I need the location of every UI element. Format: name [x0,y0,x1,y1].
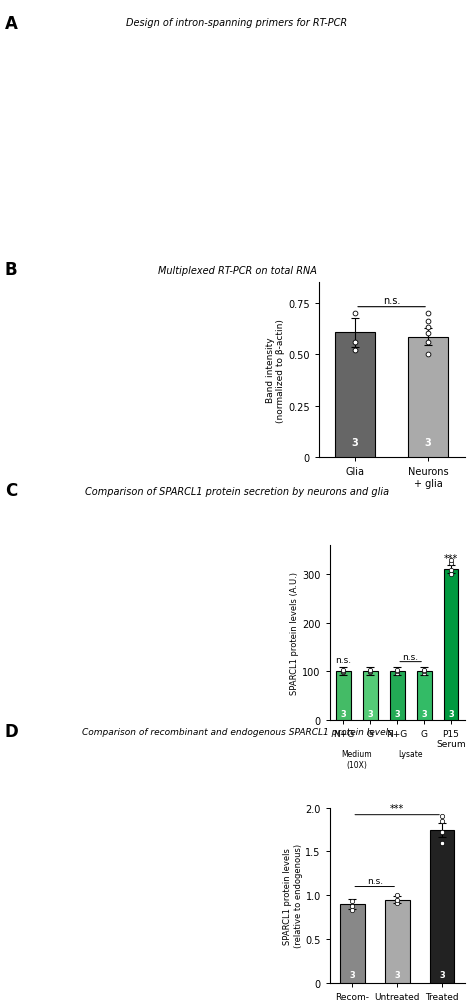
Point [351,306,359,322]
Point [438,813,446,829]
Text: D: D [5,722,18,740]
Point [438,824,446,841]
Text: n.s.: n.s. [367,876,383,885]
Text: n.s.: n.s. [383,295,400,305]
Text: ***: *** [390,803,404,813]
Text: 3: 3 [421,709,427,718]
Point [366,665,374,681]
Bar [340,904,365,983]
Point [393,664,401,680]
Point [351,343,359,359]
Text: 3: 3 [448,709,454,718]
Bar [408,337,448,457]
Point [339,665,347,681]
Text: 3: 3 [394,709,400,718]
Text: 3: 3 [439,971,445,980]
Point [438,808,446,824]
Y-axis label: SPARCL1 protein levels (A.U.): SPARCL1 protein levels (A.U.) [291,572,300,694]
Bar [430,829,455,983]
Bar [385,900,410,983]
Text: Medium
(10X): Medium (10X) [341,749,372,769]
Point [424,306,432,322]
Text: Design of intron-spanning primers for RT-PCR: Design of intron-spanning primers for RT… [127,18,347,28]
Point [424,326,432,342]
Text: 3: 3 [349,971,355,980]
Text: Comparison of SPARCL1 protein secretion by neurons and glia: Comparison of SPARCL1 protein secretion … [85,486,389,496]
Bar [363,672,378,720]
Point [447,563,455,579]
Point [393,665,401,681]
Point [366,663,374,679]
Point [420,664,428,680]
Text: Lysate: Lysate [398,749,423,758]
Text: 3: 3 [352,437,358,447]
Point [447,553,455,569]
Y-axis label: Band intensity
(normalized to β-actin): Band intensity (normalized to β-actin) [266,318,285,422]
Point [447,556,455,572]
Text: 3: 3 [425,437,431,447]
Bar [417,672,431,720]
Point [420,665,428,681]
Point [424,320,432,336]
Point [438,834,446,851]
Y-axis label: SPARCL1 protein levels
(relative to endogenous): SPARCL1 protein levels (relative to endo… [283,844,302,948]
Point [393,888,401,904]
Point [348,903,356,919]
Text: 3: 3 [367,709,373,718]
Bar [444,570,458,720]
Point [348,898,356,914]
Point [339,664,347,680]
Text: A: A [5,15,18,33]
Point [420,662,428,678]
Point [339,663,347,679]
Point [393,892,401,908]
Point [393,896,401,912]
Point [447,567,455,583]
Point [424,347,432,363]
Point [424,314,432,330]
Point [351,334,359,350]
Bar [390,672,405,720]
Text: B: B [5,261,18,279]
Point [348,893,356,909]
Text: n.s.: n.s. [335,655,351,664]
Text: 3: 3 [340,709,346,718]
Bar [335,333,375,457]
Text: ***: *** [444,554,458,564]
Text: n.s.: n.s. [402,652,419,661]
Bar [336,672,351,720]
Text: Multiplexed RT-PCR on total RNA: Multiplexed RT-PCR on total RNA [157,266,317,276]
Text: 3: 3 [394,971,400,980]
Point [366,664,374,680]
Point [424,334,432,350]
Text: C: C [5,481,17,499]
Text: Comparison of recombinant and endogenous SPARCL1 protein levels: Comparison of recombinant and endogenous… [82,727,392,736]
Point [393,662,401,678]
